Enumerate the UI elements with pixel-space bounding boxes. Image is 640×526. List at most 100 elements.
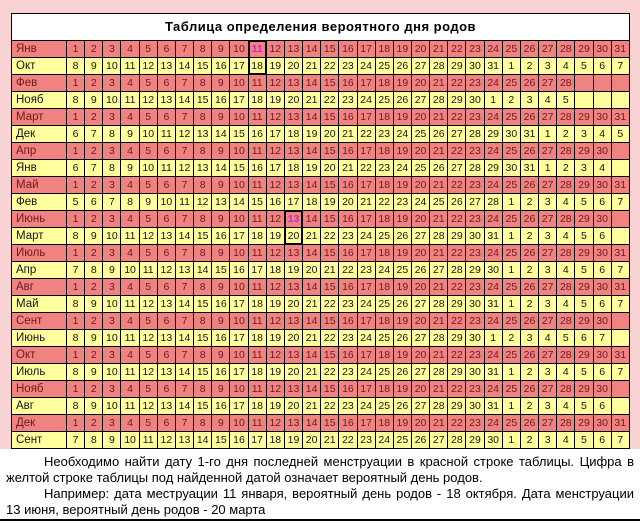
day-cell: 10	[229, 143, 247, 159]
day-cell: 18	[374, 279, 393, 295]
day-cell: 9	[211, 75, 229, 91]
day-cell: 16	[338, 415, 356, 431]
day-cell: 24	[483, 109, 502, 125]
day-cell: 30	[592, 41, 611, 57]
day-cell: 28	[556, 211, 574, 227]
day-cell: 10	[102, 92, 120, 108]
day-cell: 13	[156, 228, 175, 244]
day-cell: 3	[102, 75, 120, 91]
day-cell: 12	[265, 279, 284, 295]
day-cell: 26	[392, 364, 411, 380]
month-label: Май	[16, 298, 39, 310]
day-cell: 9	[84, 296, 102, 312]
day-cell: 17	[265, 160, 284, 176]
day-cell: 10	[229, 41, 247, 57]
day-cell: 15	[211, 262, 229, 278]
day-cell: 21	[338, 160, 356, 176]
day-cell: 19	[265, 58, 284, 74]
day-cell: 22	[356, 126, 375, 142]
day-cell: 5	[138, 415, 157, 431]
day-cell: 15	[320, 415, 338, 431]
month-label: Янв	[16, 43, 37, 55]
day-cell: 2	[519, 432, 538, 448]
day-cell: 11	[120, 364, 138, 380]
day-cell: 11	[120, 330, 138, 346]
day-cell: 12	[156, 432, 175, 448]
table-row-июль: Июль 1 2 3 4 5 6 7 8 9 10 11 12 13 14 15 16 17 18 19 20 21 22 2…	[12, 244, 629, 261]
day-cell: 28	[483, 194, 502, 210]
day-cell: 4	[538, 92, 556, 108]
day-cell: 4	[120, 177, 138, 193]
day-cell: 5	[574, 296, 592, 312]
day-cell	[610, 398, 629, 414]
day-cell: 25	[501, 415, 520, 431]
day-cell: 2	[519, 194, 538, 210]
day-cell: 11	[247, 347, 266, 363]
day-cell: 22	[447, 75, 465, 91]
day-cell: 18	[247, 398, 266, 414]
day-cell: 2	[519, 58, 538, 74]
day-cell: 1	[66, 177, 84, 193]
day-cell: 4	[592, 126, 611, 142]
day-cell: 14	[174, 92, 193, 108]
table-row-дек: Дек 1 2 3 4 5 6 7 8 9 10 11 12 13 14 15 16 17 18 19 20 21 22 23…	[12, 414, 629, 431]
day-cell: 28	[429, 92, 447, 108]
day-cell: 4	[120, 313, 138, 329]
day-cell: 17	[247, 432, 266, 448]
table-row-окт: Окт 8 9 10 11 12 13 14 15 16 17 18 19 20 21 22 23 24 25 26 2…	[12, 57, 629, 75]
day-cell: 7	[66, 432, 84, 448]
day-cell: 5	[138, 75, 157, 91]
day-cell: 21	[429, 347, 447, 363]
day-cell: 23	[465, 415, 483, 431]
day-cell: 27	[410, 296, 429, 312]
day-cell: 4	[120, 41, 138, 57]
day-cell: 16	[338, 245, 356, 261]
day-cell: 24	[410, 194, 429, 210]
day-cell: 5	[66, 194, 84, 210]
day-cell: 30	[592, 279, 611, 295]
table-row-апр: Апр 1 2 3 4 5 6 7 8 9 10 11 12 13 14 15 16 17 18 19 20 21 22 23…	[12, 142, 629, 159]
day-cell: 16	[338, 75, 356, 91]
day-cell: 3	[538, 364, 556, 380]
day-cell: 17	[356, 41, 375, 57]
day-cell: 19	[265, 228, 284, 244]
day-cell: 4	[120, 415, 138, 431]
day-cell: 1	[66, 279, 84, 295]
day-cell: 7	[592, 330, 611, 346]
day-cell: 24	[356, 364, 375, 380]
day-cell: 7	[174, 109, 193, 125]
day-cell: 2	[501, 92, 520, 108]
day-cell: 16	[338, 109, 356, 125]
day-cell: 2	[519, 296, 538, 312]
day-cell: 12	[138, 398, 157, 414]
example-paragraph: Например: дата меструации 11 января, вер…	[6, 486, 634, 517]
table-row-дек: Дек 6 7 8 9 10 11 12 13 14 15 16 17 18 19 20 21 22 23 24 25 2…	[12, 125, 629, 142]
day-cell: 16	[338, 177, 356, 193]
day-cell: 24	[483, 313, 502, 329]
day-cell: 14	[193, 262, 211, 278]
day-cell: 23	[465, 41, 483, 57]
day-cell: 26	[519, 211, 538, 227]
day-cell: 9	[84, 364, 102, 380]
day-cell: 8	[84, 432, 102, 448]
table-row-янв: Янв 1 2 3 4 5 6 7 8 9 10 11 12 13 14 15 16 17 18 19 20 21 22 23…	[12, 40, 629, 57]
day-cell: 3	[102, 415, 120, 431]
day-cell: 23	[465, 109, 483, 125]
day-cell: 8	[193, 415, 211, 431]
table-row-окт: Окт 1 2 3 4 5 6 7 8 9 10 11 12 13 14 15 16 17 18 19 20 21 22 23…	[12, 346, 629, 363]
day-cell: 27	[410, 364, 429, 380]
day-cell: 8	[84, 262, 102, 278]
day-cell: 8	[193, 347, 211, 363]
day-cell: 18	[374, 75, 393, 91]
day-cell: 1	[483, 92, 502, 108]
day-cell: 15	[193, 330, 211, 346]
day-cell: 12	[138, 58, 157, 74]
day-cell: 4	[120, 143, 138, 159]
day-cell: 22	[447, 143, 465, 159]
day-cell: 15	[229, 160, 247, 176]
day-cell: 17	[229, 58, 247, 74]
day-cell: 26	[519, 313, 538, 329]
day-cell: 1	[501, 398, 520, 414]
day-cell: 26	[392, 330, 411, 346]
table-row-май: Май 1 2 3 4 5 6 7 8 9 10 11 12 13 14 15 16 17 18 19 20 21 22 23…	[12, 176, 629, 193]
